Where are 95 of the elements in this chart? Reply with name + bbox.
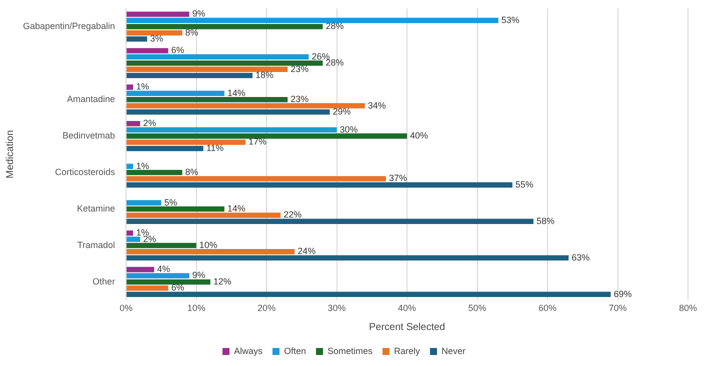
bar [126,48,168,54]
data-label: 29% [332,106,351,116]
data-label: 23% [290,64,309,74]
bar [126,96,288,102]
bar [126,279,210,285]
bar [126,140,246,145]
legend-label: Rarely [394,346,421,356]
x-tick-label: 20% [258,303,276,314]
bar [126,12,190,17]
bar [126,206,224,212]
data-label: 24% [298,246,316,256]
bar [126,266,154,272]
data-label: 1% [136,82,150,92]
data-label: 40% [410,130,428,141]
x-tick-label: 70% [608,303,627,314]
data-label: 53% [501,14,520,25]
data-label: 10% [199,240,218,250]
data-label: 6% [171,45,184,56]
x-tick-label: 30% [328,303,346,314]
data-label: 69% [614,288,632,299]
bar [126,109,330,115]
legend-label: Sometimes [327,346,374,356]
data-label: 63% [572,252,590,262]
data-label: 58% [536,216,554,226]
bar [126,249,295,254]
x-tick-label: 40% [398,303,416,314]
bar [126,230,134,236]
data-label: 4% [157,264,170,274]
bar [126,36,148,42]
bar [126,286,168,291]
bar [126,66,288,72]
y-tick-label: Amantadine [67,94,116,104]
bar [126,90,224,96]
data-label: 8% [185,167,198,178]
x-tick-label: 60% [538,303,557,314]
data-label: 55% [515,179,534,190]
bar [126,30,182,36]
y-axis-title: Medication [4,130,16,178]
y-tick-label: Gabapentin/Pregabalin [22,21,116,32]
y-tick-label: Ketamine [77,203,116,214]
data-label: 11% [206,142,224,153]
bar [126,72,253,78]
bar [126,212,281,218]
data-label: 14% [227,88,246,98]
bar [126,127,337,132]
bar [126,164,134,169]
data-label: 5% [164,197,178,208]
bar [126,242,196,248]
bar [126,18,498,24]
bar [126,255,569,261]
legend-label: Never [442,346,466,356]
data-label: 22% [284,210,302,220]
data-label: 23% [290,94,309,104]
bar [126,200,162,206]
bar [126,176,386,182]
data-label: 8% [185,27,198,38]
data-label: 6% [171,282,184,293]
data-label: 1% [136,160,150,171]
y-tick-label: Other [92,276,116,286]
data-label: 28% [326,21,344,32]
bar [126,236,140,242]
bar [126,54,309,60]
bar [126,103,365,108]
data-label: 37% [388,173,407,184]
bar [126,60,323,66]
legend-label: Often [284,346,306,356]
legend-label: Always [234,346,263,356]
data-label: 9% [192,270,206,280]
bar [126,273,190,278]
data-label: 17% [248,136,266,147]
y-tick-label: Bedinvetmab [62,130,116,141]
x-axis-title: Percent Selected [368,322,446,333]
data-label: 30% [340,124,358,134]
bar [126,292,611,297]
x-tick-label: 10% [187,303,206,314]
data-label: 18% [256,70,274,80]
bar [126,133,408,139]
data-label: 2% [143,118,156,128]
bar [126,182,512,188]
x-tick-label: 50% [468,303,486,314]
data-label: 12% [213,276,232,286]
bar [126,170,182,176]
x-tick-label: 80% [678,303,698,314]
data-label: 9% [192,8,206,19]
bar [126,24,323,30]
bar [126,218,534,224]
y-tick-label: Tramadol [77,240,116,250]
data-label: 3% [150,34,164,44]
data-label: 14% [227,203,246,214]
x-tick-label: 0% [120,303,133,314]
bar [126,121,140,126]
bar [126,84,134,90]
data-label: 34% [368,100,386,110]
bar [126,146,204,152]
y-tick-label: Corticosteroids [55,167,116,178]
